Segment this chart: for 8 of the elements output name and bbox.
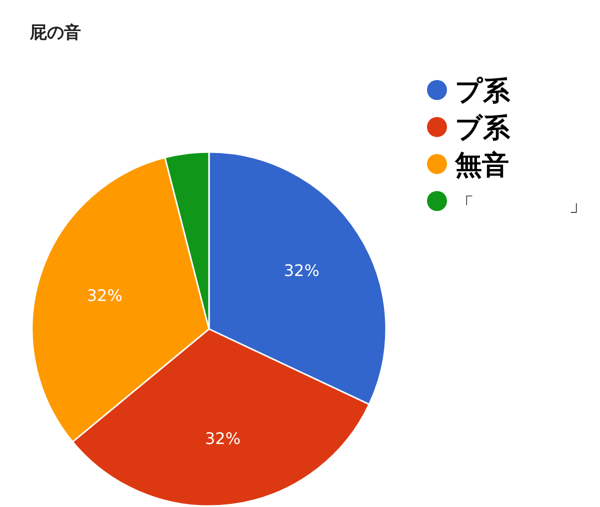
legend-label: 「 」 [455, 194, 588, 216]
data-label: 32% [204, 428, 241, 448]
data-label: 32% [86, 286, 122, 306]
legend-label: ブ系 [455, 113, 511, 144]
legend-label: プ系 [455, 76, 511, 107]
chart-title: 屁の音 [29, 23, 81, 43]
data-label: 32% [284, 261, 320, 280]
legend-label: 無音 [454, 150, 509, 181]
